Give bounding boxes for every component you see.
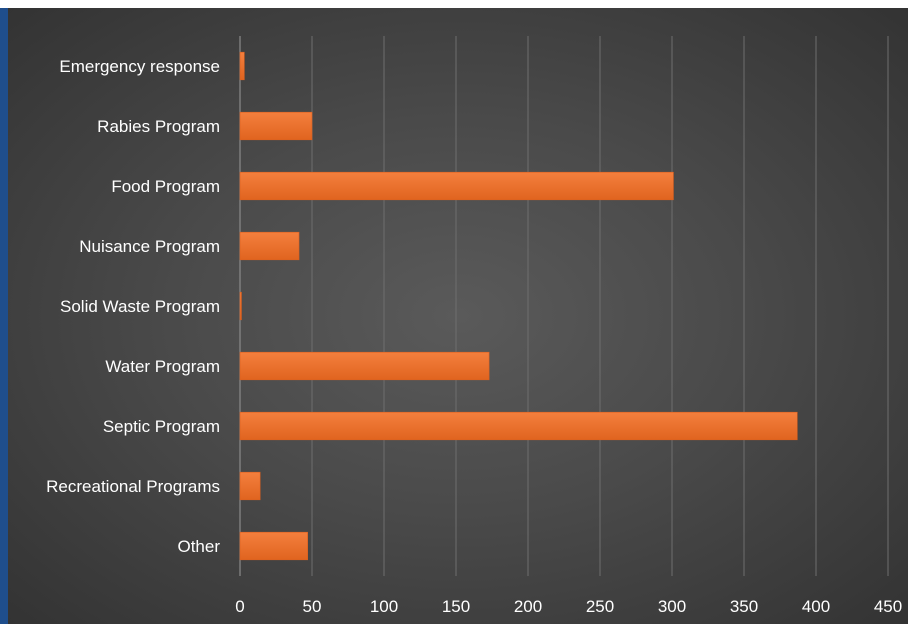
x-tick-label: 100 — [370, 597, 398, 616]
bar-chart: Emergency response Rabies Program Food Pro… — [46, 36, 902, 616]
bar — [239, 111, 313, 141]
bar — [239, 411, 798, 441]
x-tick-label: 400 — [802, 597, 830, 616]
category-label: Other — [177, 537, 220, 556]
top-band — [0, 0, 908, 8]
bar — [239, 531, 308, 561]
bar — [239, 231, 300, 261]
category-label: Rabies Program — [97, 117, 220, 136]
bar — [239, 291, 242, 321]
bar — [239, 471, 261, 501]
category-labels: Emergency response Rabies Program Food Pro… — [46, 57, 220, 556]
chart-area: Emergency response Rabies Program Food Pro… — [8, 8, 908, 624]
category-label: Nuisance Program — [79, 237, 220, 256]
bar — [239, 351, 490, 381]
x-tick-label: 200 — [514, 597, 542, 616]
bar — [239, 171, 674, 201]
category-label: Septic Program — [103, 417, 220, 436]
x-tick-label: 350 — [730, 597, 758, 616]
x-tick-label: 50 — [303, 597, 322, 616]
category-label: Food Program — [111, 177, 220, 196]
x-tick-label: 150 — [442, 597, 470, 616]
category-label: Water Program — [105, 357, 220, 376]
gridlines — [239, 36, 889, 576]
category-label: Recreational Programs — [46, 477, 220, 496]
category-label: Solid Waste Program — [60, 297, 220, 316]
x-tick-label: 250 — [586, 597, 614, 616]
x-tick-labels: 0 50 100 150 200 250 300 350 400 450 — [235, 597, 902, 616]
bar — [239, 51, 245, 81]
x-tick-label: 0 — [235, 597, 244, 616]
category-label: Emergency response — [59, 57, 220, 76]
x-tick-label: 450 — [874, 597, 902, 616]
x-tick-label: 300 — [658, 597, 686, 616]
bars — [239, 51, 798, 561]
